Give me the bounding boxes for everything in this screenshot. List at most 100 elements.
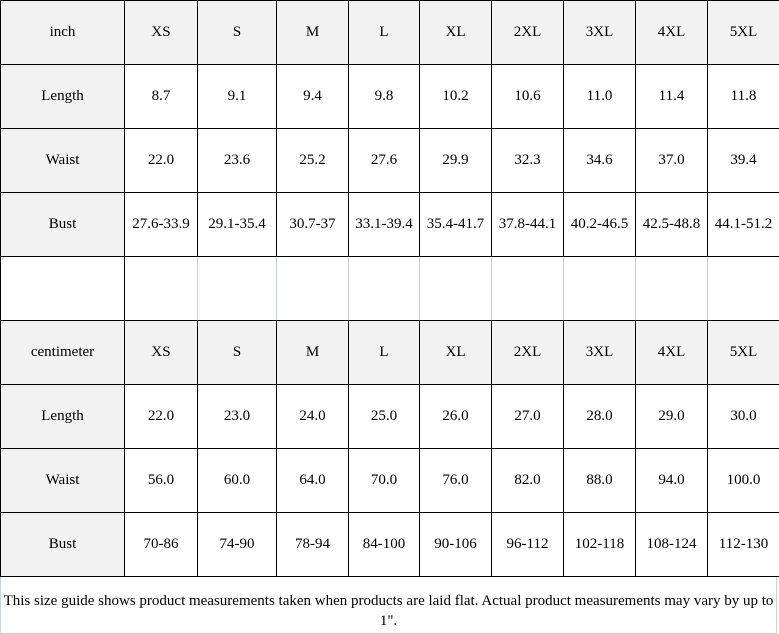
table-row: Bust 27.6-33.9 29.1-35.4 30.7-37 33.1-39.4 35… [0,192,779,257]
measurement-cell: 70-86 [124,512,198,577]
row-label: Waist [0,128,125,193]
size-header: 3XL [563,0,636,65]
size-header: XS [124,0,198,65]
size-header: 2XL [491,0,564,65]
measurement-cell: 94.0 [635,448,708,513]
empty-cell [419,256,492,321]
measurement-cell: 9.1 [197,64,277,129]
measurement-cell: 30.7-37 [276,192,349,257]
row-label: Bust [0,192,125,257]
size-header: S [197,0,277,65]
measurement-cell: 28.0 [563,384,636,449]
size-header: M [276,0,349,65]
table-row: Bust 70-86 74-90 78-94 84-100 90-106 96-112 102… [0,512,779,577]
measurement-cell: 102-118 [563,512,636,577]
unit-header: inch [0,0,125,65]
measurement-cell: 29.9 [419,128,492,193]
measurement-cell: 25.0 [348,384,420,449]
empty-cell [197,256,277,321]
measurement-cell: 112-130 [707,512,779,577]
measurement-cell: 42.5-48.8 [635,192,708,257]
measurement-cell: 25.2 [276,128,349,193]
empty-cell [707,256,779,321]
measurement-cell: 34.6 [563,128,636,193]
size-guide-note: This size guide shows product measuremen… [0,577,777,634]
measurement-cell: 23.6 [197,128,277,193]
measurement-cell: 22.0 [124,384,198,449]
size-header: 5XL [707,320,779,385]
size-header: XS [124,320,198,385]
measurement-cell: 27.6 [348,128,420,193]
empty-cell [348,256,420,321]
measurement-cell: 60.0 [197,448,277,513]
measurement-cell: 100.0 [707,448,779,513]
size-header: L [348,320,420,385]
size-header: 5XL [707,0,779,65]
size-header: 2XL [491,320,564,385]
row-label: Length [0,64,125,129]
header-row-inch: inch XS S M L XL 2XL 3XL 4XL 5XL [0,0,779,65]
size-header: XL [419,320,492,385]
measurement-cell: 29.1-35.4 [197,192,277,257]
empty-cell [124,256,198,321]
row-label: Bust [0,512,125,577]
measurement-cell: 70.0 [348,448,420,513]
measurement-cell: 22.0 [124,128,198,193]
measurement-cell: 10.2 [419,64,492,129]
measurement-cell: 90-106 [419,512,492,577]
unit-header: centimeter [0,320,125,385]
header-row-centimeter: centimeter XS S M L XL 2XL 3XL 4XL 5XL [0,320,779,385]
table-row: Length 8.7 9.1 9.4 9.8 10.2 10.6 11.0 11.4 11.8 [0,64,779,129]
measurement-cell: 11.0 [563,64,636,129]
measurement-cell: 26.0 [419,384,492,449]
size-header: M [276,320,349,385]
measurement-cell: 33.1-39.4 [348,192,420,257]
empty-cell [491,256,564,321]
measurement-cell: 40.2-46.5 [563,192,636,257]
measurement-cell: 11.4 [635,64,708,129]
measurement-cell: 37.0 [635,128,708,193]
size-header: 3XL [563,320,636,385]
spacer-row [0,256,779,321]
measurement-cell: 78-94 [276,512,349,577]
measurement-cell: 11.8 [707,64,779,129]
size-header: 4XL [635,320,708,385]
measurement-cell: 23.0 [197,384,277,449]
measurement-cell: 9.4 [276,64,349,129]
row-label: Waist [0,448,125,513]
measurement-cell: 56.0 [124,448,198,513]
size-header: S [197,320,277,385]
measurement-cell: 37.8-44.1 [491,192,564,257]
measurement-cell: 27.0 [491,384,564,449]
measurement-cell: 44.1-51.2 [707,192,779,257]
measurement-cell: 96-112 [491,512,564,577]
measurement-cell: 35.4-41.7 [419,192,492,257]
measurement-cell: 30.0 [707,384,779,449]
measurement-cell: 27.6-33.9 [124,192,198,257]
size-header: XL [419,0,492,65]
measurement-cell: 88.0 [563,448,636,513]
table-row: Waist 56.0 60.0 64.0 70.0 76.0 82.0 88.0 94.0 100… [0,448,779,513]
measurement-cell: 64.0 [276,448,349,513]
measurement-cell: 84-100 [348,512,420,577]
table-row: Length 22.0 23.0 24.0 25.0 26.0 27.0 28.0 29.0 30… [0,384,779,449]
measurement-cell: 82.0 [491,448,564,513]
measurement-cell: 29.0 [635,384,708,449]
size-chart-table: inch XS S M L XL 2XL 3XL 4XL 5XL Length 8.7 9.1 9.4 9.… [0,0,779,577]
size-header: L [348,0,420,65]
measurement-cell: 76.0 [419,448,492,513]
measurement-cell: 108-124 [635,512,708,577]
table-row: Waist 22.0 23.6 25.2 27.6 29.9 32.3 34.6 37.0 39.… [0,128,779,193]
measurement-cell: 32.3 [491,128,564,193]
measurement-cell: 74-90 [197,512,277,577]
empty-cell [0,256,125,321]
empty-cell [276,256,349,321]
measurement-cell: 10.6 [491,64,564,129]
size-header: 4XL [635,0,708,65]
empty-cell [563,256,636,321]
measurement-cell: 39.4 [707,128,779,193]
measurement-cell: 9.8 [348,64,420,129]
measurement-cell: 8.7 [124,64,198,129]
row-label: Length [0,384,125,449]
measurement-cell: 24.0 [276,384,349,449]
